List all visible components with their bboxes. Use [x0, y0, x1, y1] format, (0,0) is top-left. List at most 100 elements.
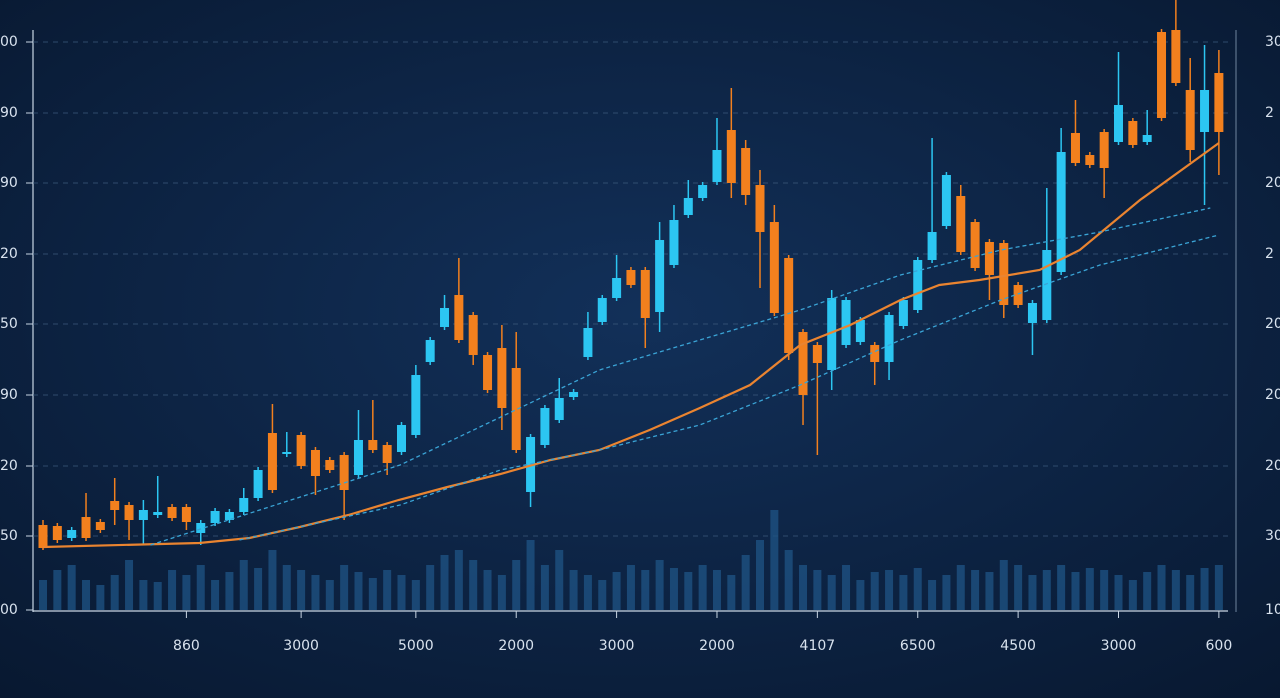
candle-body: [554, 398, 564, 420]
volume-bar: [153, 582, 162, 610]
volume-bar: [712, 570, 721, 610]
candle-body: [769, 222, 779, 313]
candle-body: [970, 222, 980, 268]
x-tick-label: 2000: [699, 638, 735, 654]
volume-bar: [1143, 572, 1152, 610]
volume-bar: [325, 580, 334, 610]
volume-bar: [239, 560, 248, 610]
volume-bar: [96, 585, 105, 610]
volume-bar: [813, 570, 822, 610]
candle-body: [382, 445, 392, 463]
candle-body: [282, 452, 292, 454]
candle-body: [612, 278, 622, 298]
candle-body: [597, 298, 607, 322]
volume-bar: [741, 555, 750, 610]
volume-bar: [411, 580, 420, 610]
volume-bar: [1171, 570, 1180, 610]
volume-bar: [1100, 570, 1109, 610]
volume-bar: [1114, 575, 1123, 610]
candle-body: [1056, 152, 1066, 272]
candle-body: [1128, 121, 1138, 145]
y-tick-label: 90: [0, 105, 18, 121]
volume-bar: [999, 560, 1008, 610]
volume-bar: [39, 580, 47, 610]
candle-body: [827, 298, 837, 370]
volume-bar: [268, 550, 277, 610]
candle-body: [196, 523, 206, 533]
volume-bar: [899, 575, 908, 610]
x-tick-label: 860: [173, 638, 200, 654]
candle-body: [1200, 90, 1210, 132]
candle-body: [339, 455, 349, 490]
volume-bar: [182, 575, 191, 610]
candle-body: [397, 425, 406, 452]
candle-body: [368, 440, 378, 450]
candle-body: [1027, 303, 1037, 323]
candle-body: [483, 355, 493, 390]
volume-bar: [1128, 580, 1137, 610]
candle-body: [712, 150, 722, 182]
x-tick-label: 3000: [1101, 638, 1137, 654]
volume-bar: [827, 575, 836, 610]
y-tick-label: 50: [0, 528, 18, 544]
candle-body: [310, 450, 320, 476]
candle-body: [210, 511, 220, 523]
y2-tick-label: 20: [1265, 458, 1280, 474]
volume-bar: [354, 572, 363, 610]
candle-body: [267, 433, 277, 490]
candle-body: [798, 332, 808, 395]
candle-body: [181, 507, 191, 522]
moving-average-line: [239, 234, 1220, 541]
volume-bar: [1042, 570, 1051, 610]
volume-bar: [469, 560, 478, 610]
volume-bar: [569, 570, 578, 610]
volume-bar: [383, 570, 392, 610]
x-tick-label: 4500: [1000, 638, 1036, 654]
volume-bar: [1157, 565, 1166, 610]
volume-bar: [196, 565, 205, 610]
candle-body: [999, 243, 1009, 305]
candle-body: [153, 512, 163, 515]
y-tick-label: 50: [0, 316, 18, 332]
candle-body: [640, 270, 650, 318]
candle-body: [1042, 250, 1052, 320]
candle-body: [1099, 132, 1109, 168]
y-tick-label: 00: [0, 602, 18, 618]
volume-bar: [870, 572, 879, 610]
y2-tick-label: 20: [1265, 175, 1280, 191]
volume-bar: [526, 540, 535, 610]
volume-bar: [168, 570, 177, 610]
volume-bar: [512, 560, 521, 610]
candle-body: [698, 185, 708, 198]
volume-bar: [770, 510, 779, 610]
candle-body: [511, 368, 521, 450]
candle-body: [927, 232, 937, 260]
candle-body: [626, 270, 636, 285]
candle-body: [784, 258, 794, 353]
volume-bar: [225, 572, 234, 610]
y2-tick-label: 20: [1265, 387, 1280, 403]
volume-bar: [799, 565, 808, 610]
candle-body: [110, 501, 120, 510]
volume-bar: [440, 555, 449, 610]
volume-bar: [297, 570, 306, 610]
x-tick-label: 3000: [599, 638, 635, 654]
volume-bar: [540, 565, 549, 610]
volume-bar: [842, 565, 851, 610]
volume-bar: [956, 565, 965, 610]
volume-bar: [254, 568, 263, 610]
candle-body: [411, 375, 421, 435]
volume-bar: [1085, 568, 1094, 610]
x-tick-label: 600: [1206, 638, 1233, 654]
candle-body: [870, 345, 880, 362]
candle-body: [95, 522, 105, 530]
volume-bar: [612, 572, 621, 610]
y2-tick-label: 2: [1265, 105, 1274, 121]
y2-tick-label: 10: [1265, 602, 1280, 618]
volume-bar: [368, 578, 377, 610]
volume-bar: [1057, 565, 1066, 610]
volume-bar: [669, 568, 678, 610]
candle-body: [1070, 133, 1080, 163]
volume-bar: [82, 580, 91, 610]
